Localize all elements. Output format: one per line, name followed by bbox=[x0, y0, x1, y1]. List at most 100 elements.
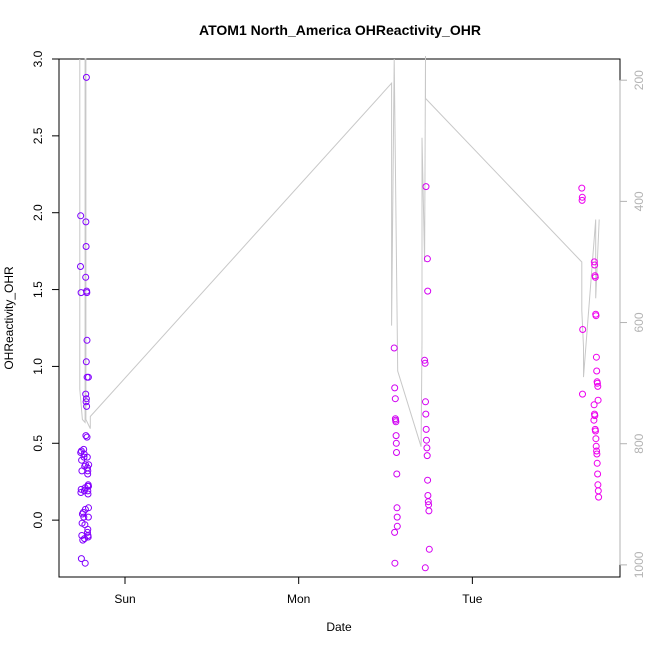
data-point bbox=[592, 353, 600, 361]
data-point bbox=[422, 183, 430, 191]
data-point bbox=[82, 390, 90, 398]
y-tick-label: 2.0 bbox=[31, 204, 45, 221]
data-point bbox=[424, 476, 432, 484]
data-point bbox=[591, 412, 599, 420]
data-point bbox=[393, 449, 400, 456]
data-point bbox=[593, 459, 601, 467]
right-tick-label: 400 bbox=[632, 191, 646, 211]
data-point bbox=[391, 559, 399, 567]
data-point bbox=[82, 398, 90, 406]
data-point bbox=[579, 390, 586, 398]
data-point bbox=[592, 435, 600, 443]
data-point bbox=[578, 196, 586, 204]
data-point bbox=[423, 452, 431, 460]
data-point bbox=[83, 289, 91, 297]
data-point bbox=[391, 395, 399, 403]
data-point bbox=[84, 490, 92, 498]
data-point bbox=[595, 493, 603, 501]
data-point bbox=[424, 498, 432, 506]
data-point bbox=[421, 356, 429, 364]
data-point bbox=[592, 442, 600, 450]
data-point bbox=[592, 427, 599, 435]
y-tick-label: 1.0 bbox=[31, 358, 45, 375]
data-point bbox=[425, 507, 433, 515]
data-point bbox=[591, 261, 599, 269]
y-tick-label: 3.0 bbox=[31, 50, 45, 67]
data-point bbox=[84, 533, 92, 541]
data-point bbox=[83, 402, 91, 410]
data-point bbox=[82, 73, 90, 81]
data-point bbox=[77, 555, 85, 563]
data-point bbox=[82, 395, 90, 403]
data-point bbox=[421, 359, 429, 367]
data-point bbox=[393, 513, 401, 521]
data-point bbox=[84, 470, 92, 478]
data-point bbox=[82, 218, 90, 226]
data-point bbox=[592, 312, 600, 320]
data-point bbox=[80, 445, 88, 453]
data-point bbox=[422, 425, 430, 433]
data-point bbox=[85, 504, 92, 512]
data-point bbox=[578, 193, 586, 201]
data-point bbox=[594, 481, 602, 489]
points-layer bbox=[77, 73, 603, 572]
data-point bbox=[82, 432, 90, 440]
data-point bbox=[579, 326, 587, 333]
data-point bbox=[83, 453, 91, 461]
data-point bbox=[590, 258, 598, 266]
right-tick-label: 200 bbox=[632, 70, 646, 90]
data-point bbox=[578, 184, 586, 192]
data-point bbox=[85, 482, 92, 490]
data-point bbox=[392, 418, 400, 426]
x-axis-label: Date bbox=[326, 620, 352, 634]
y-tick-label: 2.5 bbox=[31, 127, 45, 144]
data-point bbox=[594, 487, 602, 495]
trace-layer bbox=[79, 55, 600, 447]
data-point bbox=[424, 287, 432, 295]
data-point bbox=[391, 384, 399, 392]
data-point bbox=[80, 453, 88, 461]
data-point bbox=[85, 461, 93, 469]
trace-line bbox=[79, 55, 600, 447]
x-tick-label: Tue bbox=[462, 592, 483, 606]
chart-title: ATOM1 North_America OHReactivity_OHR bbox=[199, 22, 481, 38]
data-point bbox=[390, 344, 398, 352]
data-point bbox=[593, 447, 601, 455]
data-point bbox=[77, 263, 84, 270]
right-tick-label: 1000 bbox=[632, 551, 646, 578]
right-axis: 200 400 600 800 1000 bbox=[619, 70, 646, 578]
x-axis: Sun Mon Tue bbox=[114, 576, 483, 606]
data-point bbox=[393, 504, 401, 512]
data-point bbox=[593, 367, 601, 375]
data-point bbox=[79, 536, 87, 544]
data-point bbox=[392, 439, 400, 447]
data-point bbox=[594, 396, 602, 404]
y-axis: 0.0 0.5 1.0 1.5 2.0 2.5 3.0 bbox=[31, 50, 60, 528]
data-point bbox=[84, 513, 92, 521]
data-point bbox=[81, 559, 89, 567]
data-point bbox=[590, 401, 598, 409]
data-point bbox=[84, 487, 92, 495]
data-point bbox=[423, 436, 430, 444]
data-point bbox=[423, 444, 431, 452]
data-point bbox=[393, 470, 401, 478]
data-point bbox=[593, 450, 601, 458]
x-tick-label: Sun bbox=[114, 592, 135, 606]
data-point bbox=[391, 528, 399, 536]
data-point bbox=[422, 410, 430, 418]
data-point bbox=[594, 470, 602, 478]
data-point bbox=[392, 432, 400, 440]
data-point bbox=[84, 528, 91, 536]
data-point bbox=[82, 273, 90, 281]
data-point bbox=[594, 382, 602, 390]
data-point bbox=[83, 336, 91, 344]
data-point bbox=[80, 513, 88, 521]
y-tick-label: 0.0 bbox=[31, 511, 45, 528]
right-tick-label: 800 bbox=[632, 433, 646, 453]
x-tick-label: Mon bbox=[287, 592, 310, 606]
data-point bbox=[77, 489, 85, 496]
data-point bbox=[82, 358, 90, 366]
data-point bbox=[83, 433, 91, 441]
